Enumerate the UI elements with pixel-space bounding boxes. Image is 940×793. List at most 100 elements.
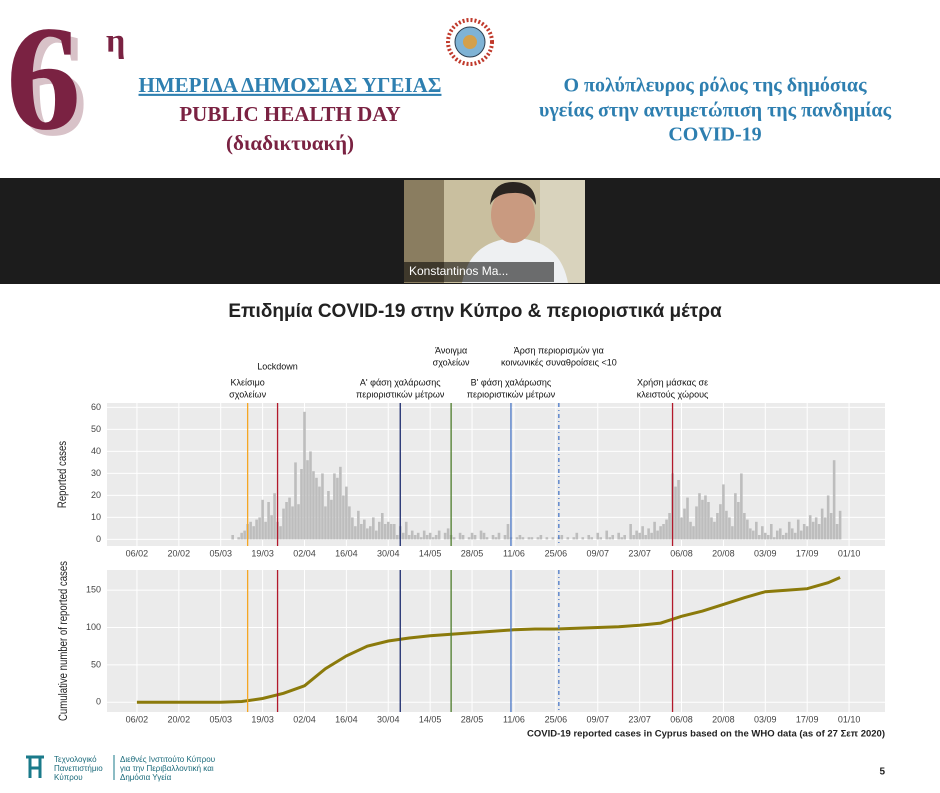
- bar: [686, 497, 689, 540]
- footer-text: Πανεπιστήμιο: [54, 764, 103, 773]
- event-label: Κλείσιμο: [231, 377, 265, 387]
- bar: [743, 513, 746, 540]
- bar: [330, 499, 333, 540]
- x-tick-label: 09/07: [586, 548, 609, 558]
- bar: [698, 493, 701, 540]
- bar: [428, 532, 432, 540]
- bar: [458, 532, 462, 540]
- x-tick-label: 16/04: [335, 714, 358, 724]
- bar: [261, 499, 264, 540]
- bar: [318, 486, 321, 540]
- event-label: σχολείων: [229, 389, 266, 399]
- bar: [443, 532, 447, 540]
- bar: [710, 517, 713, 540]
- bar: [728, 517, 731, 540]
- bar: [539, 535, 543, 540]
- bar: [680, 517, 683, 540]
- bar: [784, 532, 788, 540]
- bar: [805, 526, 809, 540]
- x-tick-label: 17/09: [796, 714, 819, 724]
- bar: [404, 521, 408, 540]
- bar: [285, 502, 288, 540]
- emblem: [446, 18, 494, 66]
- day-number: 6: [6, 0, 81, 161]
- bar: [808, 515, 812, 540]
- x-tick-label: 05/03: [209, 548, 232, 558]
- y-tick-label: 50: [91, 424, 101, 434]
- bar: [662, 524, 665, 540]
- bar: [811, 521, 815, 540]
- bar: [761, 526, 764, 540]
- bar: [838, 510, 842, 540]
- bar: [659, 526, 662, 540]
- bar: [802, 524, 806, 540]
- y-tick-label: 100: [86, 622, 101, 632]
- bar: [623, 535, 626, 540]
- x-tick-label: 20/02: [168, 548, 191, 558]
- event-label: Lockdown: [257, 361, 298, 371]
- header-line: (διαδικτυακή): [226, 131, 354, 155]
- bar: [518, 535, 522, 540]
- footer-text: Τεχνολογικό: [54, 755, 97, 764]
- bar: [383, 524, 387, 540]
- x-tick-label: 28/05: [461, 714, 484, 724]
- video-tile: Konstantinos Ma...: [404, 180, 585, 283]
- y-axis-title: Reported cases: [56, 440, 69, 508]
- bar: [793, 532, 797, 540]
- bar: [312, 471, 315, 540]
- x-tick-label: 03/09: [754, 548, 777, 558]
- bar: [395, 535, 399, 540]
- bar: [267, 502, 270, 540]
- bar: [270, 515, 273, 540]
- bar: [467, 537, 471, 540]
- x-tick-label: 19/03: [251, 548, 274, 558]
- header-line: ΗΜΕΡΙΔΑ ΔΗΜΟΣΙΑΣ ΥΓΕΙΑΣ: [139, 73, 442, 97]
- x-tick-label: 02/04: [293, 548, 316, 558]
- bar: [725, 510, 728, 540]
- x-tick-label: 11/06: [503, 714, 525, 724]
- y-tick-label: 150: [86, 585, 101, 595]
- x-tick-label: 01/10: [838, 714, 861, 724]
- bar: [560, 535, 564, 540]
- bar: [494, 537, 498, 540]
- bar: [545, 537, 549, 540]
- bar: [446, 528, 450, 540]
- y-axis-title: Cumulative number of reported cases: [57, 561, 70, 721]
- bar: [677, 480, 680, 540]
- bar: [300, 469, 303, 540]
- bar: [378, 521, 381, 540]
- y-tick-label: 0: [96, 534, 101, 544]
- footer-text: Διεθνές Ινστιτούτο Κύπρου: [120, 755, 215, 764]
- bar: [416, 532, 420, 540]
- bar: [324, 506, 327, 540]
- bar: [814, 517, 818, 540]
- event-label: περιοριστικών μέτρων: [356, 389, 445, 399]
- bar: [452, 537, 456, 540]
- bar: [401, 532, 405, 540]
- participant-name: Konstantinos Ma...: [409, 264, 508, 278]
- event-label: Άνοιγμα: [435, 345, 467, 355]
- bar: [689, 521, 692, 540]
- footer-logo: [26, 755, 115, 780]
- bar: [790, 528, 794, 540]
- bar: [749, 528, 752, 540]
- bar: [826, 495, 830, 540]
- bar: [575, 532, 579, 540]
- bar: [704, 495, 707, 540]
- bar: [380, 513, 384, 540]
- x-tick-label: 03/09: [754, 714, 777, 724]
- bar: [769, 524, 773, 540]
- bar: [605, 530, 609, 540]
- bar: [596, 532, 600, 540]
- bar: [258, 517, 261, 540]
- bar: [425, 535, 429, 540]
- y-tick-label: 20: [91, 490, 101, 500]
- x-tick-label: 06/08: [670, 714, 693, 724]
- bar: [297, 504, 300, 540]
- bar: [581, 537, 585, 540]
- y-tick-label: 10: [91, 512, 101, 522]
- bar: [778, 528, 782, 540]
- bar: [650, 532, 653, 540]
